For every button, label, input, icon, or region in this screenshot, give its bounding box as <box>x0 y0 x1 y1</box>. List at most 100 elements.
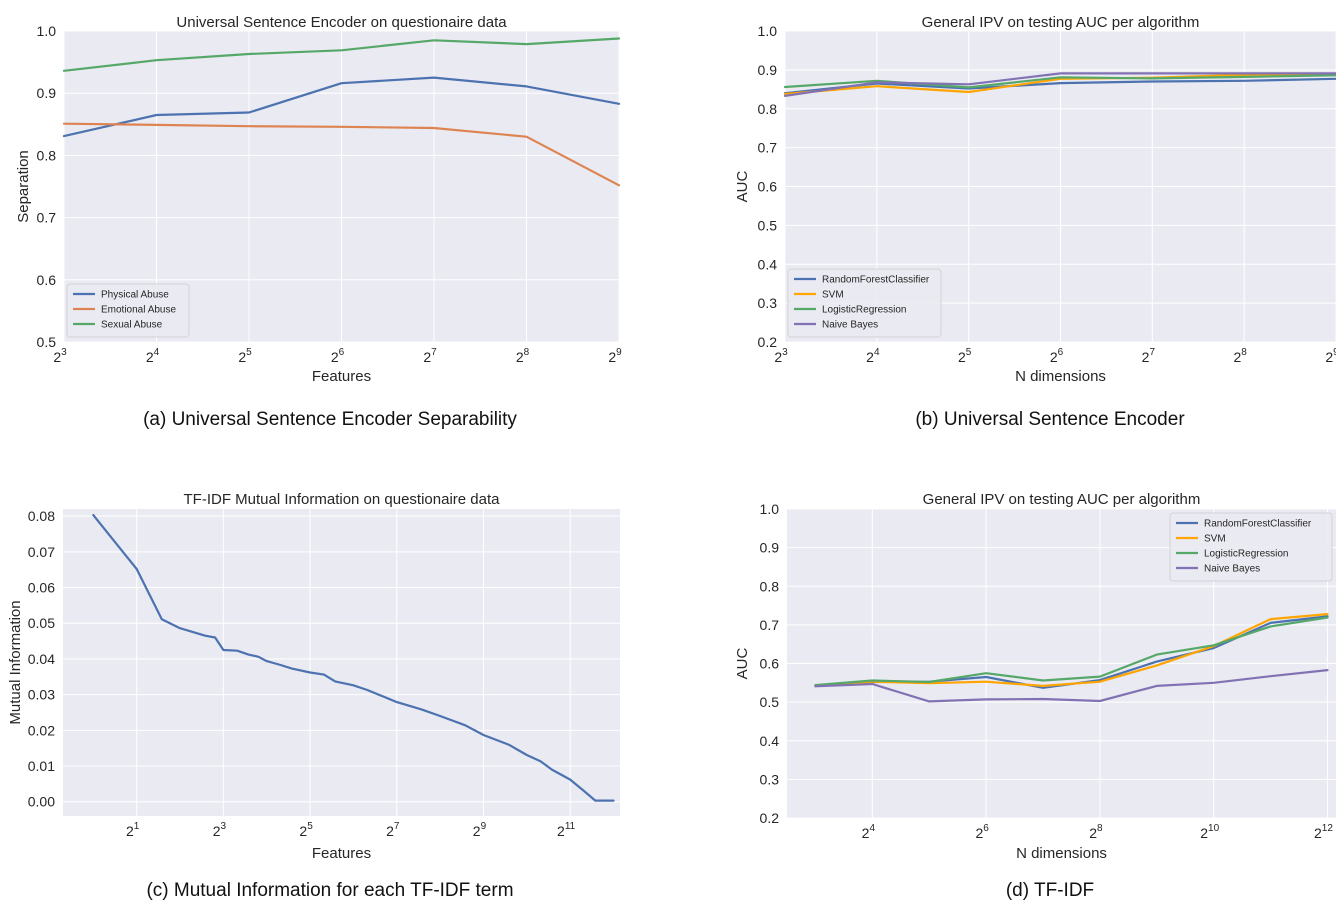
chart-b-x-tick-exponent: 9 <box>1333 347 1336 358</box>
chart-b-legend-label: LogisticRegression <box>822 305 907 316</box>
chart-c-x-tick-exponent: 7 <box>394 821 400 832</box>
chart-d-legend: RandomForestClassifier SVM LogisticRegress… <box>1169 512 1333 582</box>
chart-c-x-tick-base: 2 <box>213 823 221 839</box>
chart-c-x-tick-label: 29 <box>473 821 487 839</box>
chart-b-y-tick-label: 1.0 <box>758 23 778 39</box>
chart-d-x-tick-exponent: 6 <box>983 823 989 834</box>
chart-a-legend-label: Physical Abuse <box>101 290 169 301</box>
chart-d-legend-label: Naive Bayes <box>1204 564 1260 575</box>
chart-a-title: Universal Sentence Encoder on questionai… <box>176 14 507 31</box>
chart-a-x-tick-exponent: 3 <box>61 347 67 358</box>
chart-a-x-tick-base: 2 <box>238 349 246 365</box>
chart-a-universal-sentence-encoder-separation: 0.50.60.70.80.91.023 24 25 26 27 28 29Universa… <box>15 14 622 430</box>
chart-b-legend: RandomForestClassifier SVM LogisticRegress… <box>787 268 942 338</box>
chart-b-legend-frame <box>787 268 942 338</box>
chart-b-x-tick-base: 2 <box>866 349 874 365</box>
chart-c-x-tick-base: 2 <box>126 823 134 839</box>
chart-a-x-axis-label: Features <box>312 368 371 385</box>
chart-b-legend-label: SVM <box>822 290 844 301</box>
chart-b-title: General IPV on testing AUC per algorithm <box>922 14 1200 31</box>
chart-d-x-tick-label: 26 <box>975 823 989 841</box>
chart-b-x-tick-label: 24 <box>866 347 880 365</box>
chart-b-x-tick-base: 2 <box>1233 349 1241 365</box>
chart-a-legend: Physical Abuse Emotional Abuse Sexual Abus… <box>66 283 190 338</box>
chart-b-y-tick-label: 0.5 <box>758 217 778 233</box>
chart-c-y-tick-label: 0.07 <box>28 544 55 560</box>
chart-b-x-tick-exponent: 4 <box>874 347 880 358</box>
chart-c-y-tick-label: 0.01 <box>28 758 55 774</box>
chart-d-x-tick-base: 2 <box>1089 825 1097 841</box>
chart-a-x-tick-label: 23 <box>53 347 67 365</box>
chart-a-y-axis-label: Separation <box>15 150 32 223</box>
chart-d-x-tick-exponent: 8 <box>1097 823 1103 834</box>
chart-b-x-tick-base: 2 <box>774 349 782 365</box>
chart-b-x-tick-exponent: 7 <box>1149 347 1155 358</box>
chart-a-x-tick-label: 29 <box>608 347 622 365</box>
chart-b-x-tick-label: 27 <box>1142 347 1156 365</box>
chart-c-x-tick-exponent: 11 <box>565 821 576 832</box>
chart-a-x-tick-label: 28 <box>516 347 530 365</box>
chart-d-x-tick-base: 2 <box>862 825 870 841</box>
chart-a-x-tick-exponent: 7 <box>431 347 437 358</box>
chart-d-legend-label: RandomForestClassifier <box>1204 519 1312 530</box>
chart-c-x-tick-label: 25 <box>299 821 313 839</box>
chart-b-x-axis-label: N dimensions <box>1015 368 1106 385</box>
chart-b-x-tick-base: 2 <box>958 349 966 365</box>
chart-a-x-tick-label: 26 <box>331 347 345 365</box>
chart-d-series-line-naive-bayes <box>814 668 1329 703</box>
chart-d-tfidf-auc: 0.20.30.40.50.60.70.80.91.024 26 28 210 212G… <box>734 491 1336 901</box>
chart-a-x-tick-exponent: 6 <box>339 347 345 358</box>
chart-b-legend-label: RandomForestClassifier <box>822 275 930 286</box>
chart-c-y-tick-label: 0.05 <box>28 615 55 631</box>
chart-c-x-tick-base: 2 <box>557 823 565 839</box>
chart-b-universal-sentence-encoder-auc: 0.20.30.40.50.60.70.80.91.023 24 25 26 27 28 2… <box>734 14 1336 430</box>
chart-a-x-tick-base: 2 <box>608 349 616 365</box>
chart-a-caption: (a) Universal Sentence Encoder Separabil… <box>143 409 517 430</box>
chart-d-legend-frame <box>1169 512 1333 582</box>
chart-d-series-line-logisticregression <box>814 616 1329 687</box>
chart-a-legend-label: Sexual Abuse <box>101 320 163 331</box>
chart-b-x-tick-exponent: 8 <box>1241 347 1247 358</box>
chart-d-series-line-svm <box>814 612 1329 688</box>
chart-b-x-tick-exponent: 3 <box>782 347 788 358</box>
chart-b-y-tick-label: 0.6 <box>758 179 778 195</box>
chart-c-x-tick-exponent: 3 <box>220 821 226 832</box>
chart-a-legend-frame <box>66 283 190 338</box>
chart-d-legend-label: LogisticRegression <box>1204 549 1289 560</box>
chart-c-x-tick-label: 21 <box>126 821 140 839</box>
chart-a-x-tick-exponent: 4 <box>154 347 160 358</box>
chart-b-caption: (b) Universal Sentence Encoder <box>915 409 1185 430</box>
chart-b-x-tick-exponent: 5 <box>966 347 972 358</box>
chart-d-x-tick-base: 2 <box>1314 825 1322 841</box>
chart-b-series-line-naive-bayes <box>783 72 1336 98</box>
chart-b-x-tick-exponent: 6 <box>1058 347 1064 358</box>
chart-c-caption: (c) Mutual Information for each TF-IDF t… <box>146 880 513 901</box>
chart-a-legend-label: Emotional Abuse <box>101 305 176 316</box>
chart-c-x-tick-exponent: 5 <box>307 821 313 832</box>
chart-b-y-tick-label: 0.9 <box>758 62 778 78</box>
chart-b-x-tick-label: 25 <box>958 347 972 365</box>
chart-c-y-tick-label: 0.02 <box>28 722 55 738</box>
chart-d-x-axis-label: N dimensions <box>1016 845 1107 862</box>
chart-c-x-tick-exponent: 9 <box>481 821 487 832</box>
chart-b-x-tick-base: 2 <box>1050 349 1058 365</box>
chart-d-y-tick-label: 0.3 <box>760 771 780 787</box>
chart-a-y-tick-label: 0.5 <box>37 334 57 350</box>
chart-c-x-tick-base: 2 <box>386 823 394 839</box>
chart-d-title: General IPV on testing AUC per algorithm <box>923 491 1201 508</box>
chart-a-series-line-emotional-abuse <box>62 122 621 187</box>
chart-b-legend-label: Naive Bayes <box>822 320 878 331</box>
chart-b-x-tick-label: 29 <box>1325 347 1336 365</box>
chart-c-x-tick-base: 2 <box>299 823 307 839</box>
chart-d-y-tick-label: 0.2 <box>760 810 780 826</box>
chart-b-y-axis-label: AUC <box>734 170 751 202</box>
chart-d-y-tick-label: 1.0 <box>760 501 780 517</box>
chart-c-y-tick-label: 0.08 <box>28 508 55 524</box>
chart-a-y-tick-label: 0.7 <box>37 210 57 226</box>
chart-c-series-line-0 <box>92 513 615 802</box>
chart-a-y-tick-label: 0.8 <box>37 147 57 163</box>
chart-d-x-tick-base: 2 <box>1200 825 1208 841</box>
chart-a-x-tick-base: 2 <box>53 349 61 365</box>
